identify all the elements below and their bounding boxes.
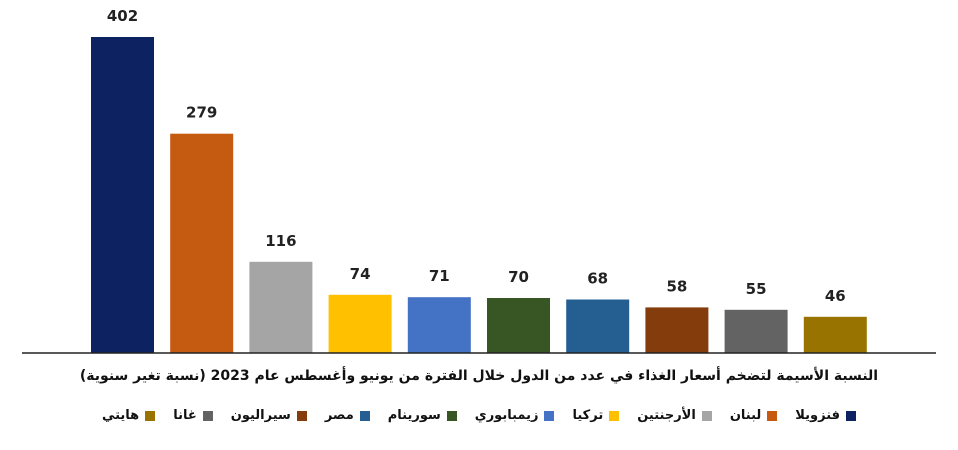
legend-swatch-3: [609, 410, 620, 421]
value-label-6: 68: [587, 270, 608, 288]
legend-swatch-0: [846, 410, 857, 421]
bar-0: [91, 37, 154, 353]
bar-chart: 402 279 116 74 71 70 68 58 55 46: [22, 7, 936, 354]
legend-swatch-8: [202, 410, 213, 421]
value-labels-group: 402 279 116 74 71 70 68 58 55 46: [107, 7, 846, 305]
bar-1: [170, 133, 234, 353]
legend-label-5: سورينام: [387, 408, 441, 423]
legend-label-0: فنزويلا: [795, 408, 841, 423]
value-label-1: 279: [186, 104, 217, 122]
legend-item-3: تركيا: [572, 408, 620, 423]
legend-item-8: غانا: [173, 408, 213, 423]
value-label-2: 116: [265, 232, 296, 250]
bar-8: [724, 309, 788, 353]
legend-swatch-7: [296, 410, 307, 421]
chart-legend: فنزويلا لبنان الأرجنتين تركيا زيمبابوري سورين…: [0, 408, 958, 423]
legend-item-2: الأرجنتين: [637, 408, 712, 423]
value-label-8: 55: [746, 280, 767, 298]
legend-item-1: لبنان: [729, 408, 778, 423]
bars-group: [91, 37, 867, 353]
chart-caption: النسبة الأسيمة لتضخم أسعار الغذاء في عدد…: [79, 368, 879, 384]
legend-item-0: فنزويلا: [795, 408, 857, 423]
legend-label-9: هايتي: [101, 408, 140, 423]
legend-swatch-4: [544, 410, 555, 421]
legend-swatch-6: [359, 410, 370, 421]
legend-swatch-9: [145, 410, 156, 421]
value-label-7: 58: [666, 277, 687, 295]
bar-3: [328, 294, 392, 353]
bar-2: [249, 261, 313, 353]
value-label-4: 71: [429, 267, 450, 285]
legend-item-7: سيراليون: [231, 408, 307, 423]
legend-item-9: هايتي: [101, 408, 156, 423]
legend-label-1: لبنان: [729, 408, 762, 423]
bar-5: [487, 298, 550, 353]
legend-label-7: سيراليون: [230, 408, 291, 423]
legend-item-5: سورينام: [388, 408, 457, 423]
legend-item-6: مصر: [325, 408, 370, 423]
bar-4: [407, 297, 471, 353]
value-label-5: 70: [508, 268, 529, 286]
legend-label-4: زيمبابوري: [474, 408, 539, 423]
bar-7: [645, 307, 709, 353]
legend-label-3: تركيا: [572, 408, 604, 423]
legend-swatch-1: [767, 410, 778, 421]
legend-label-2: الأرجنتين: [637, 408, 696, 423]
legend-label-6: مصر: [324, 408, 354, 423]
legend-swatch-5: [446, 410, 457, 421]
value-label-0: 402: [107, 7, 138, 25]
bar-6: [566, 299, 630, 353]
value-label-9: 46: [825, 287, 846, 305]
value-label-3: 74: [350, 265, 371, 283]
legend-label-8: غانا: [173, 408, 197, 423]
legend-swatch-2: [701, 410, 712, 421]
legend-item-4: زيمبابوري: [475, 408, 555, 423]
bar-9: [803, 316, 867, 353]
